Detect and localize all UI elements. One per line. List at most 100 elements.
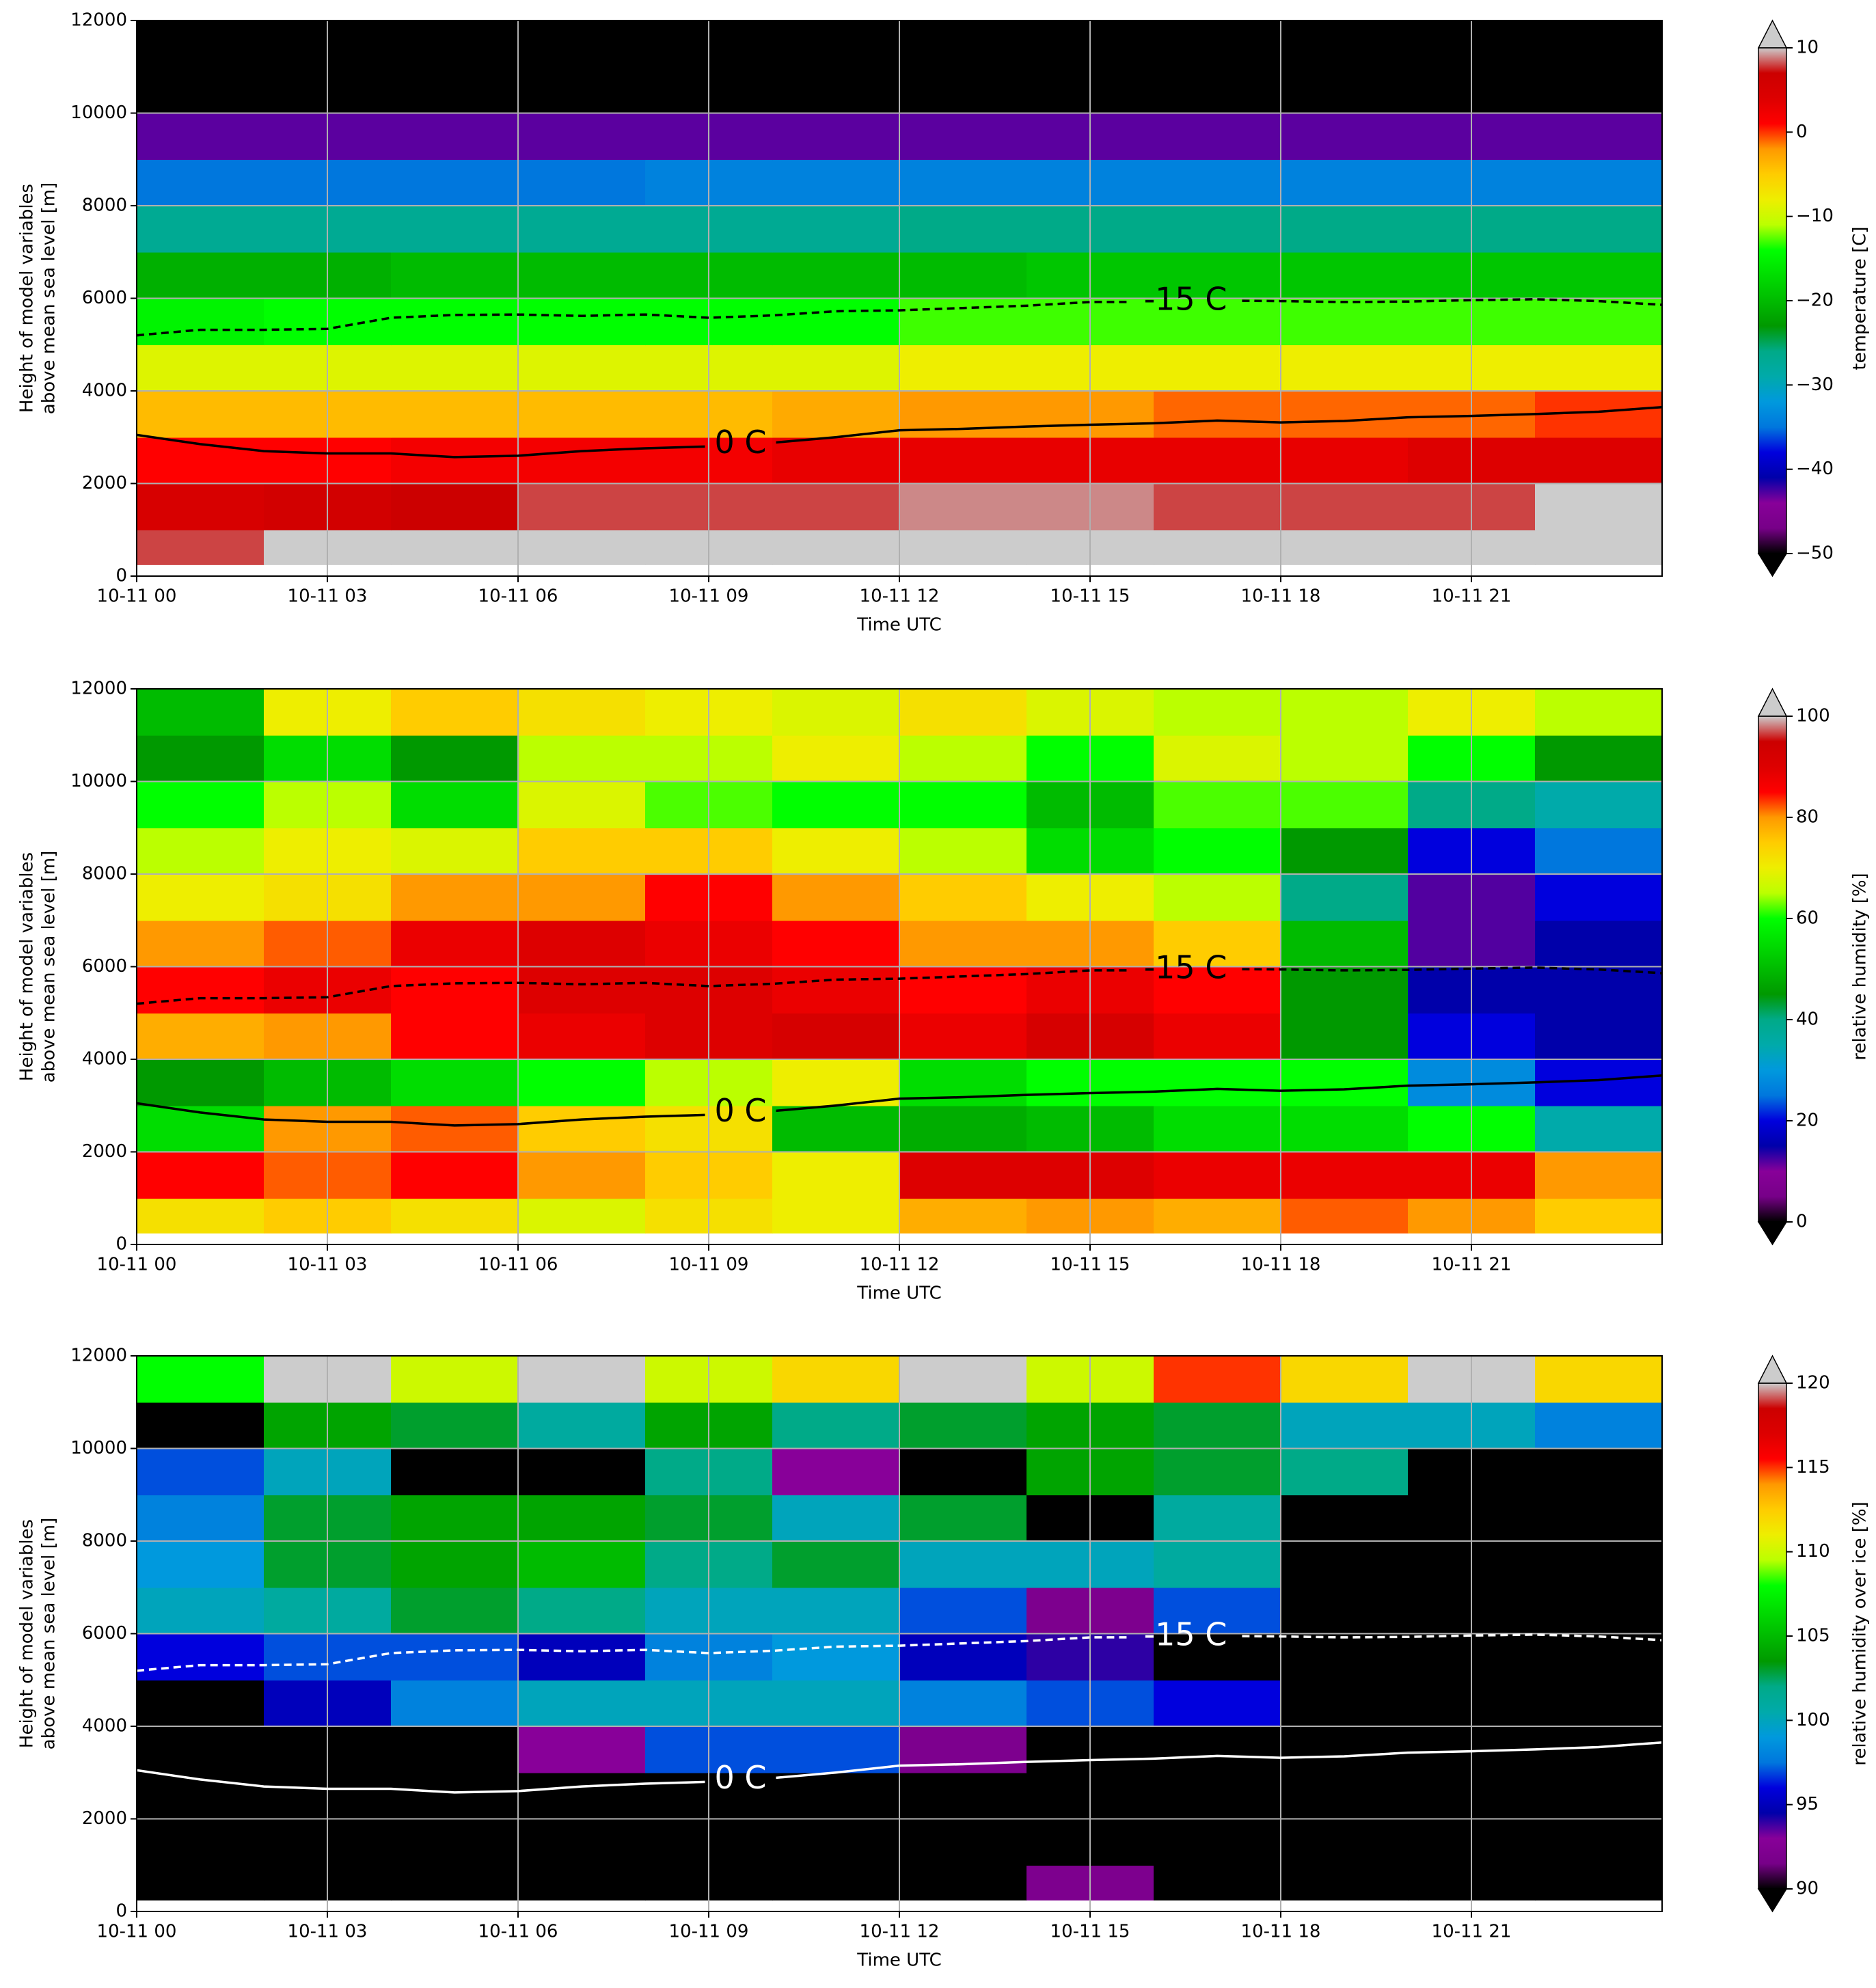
y-tick-label: 8000 [82, 195, 127, 216]
heatmap-cell [772, 66, 900, 114]
heatmap-cell [1154, 21, 1281, 68]
colorbar-tick-label: 95 [1796, 1794, 1819, 1814]
heatmap-cell [391, 828, 519, 875]
heatmap-cell [1535, 66, 1662, 114]
colorbar-tick-label: 40 [1796, 1009, 1819, 1030]
heatmap-cell [899, 1865, 1027, 1901]
heatmap-cell [518, 530, 646, 565]
colorbar-tick-label: 90 [1796, 1879, 1819, 1899]
heatmap-cell [1281, 344, 1409, 392]
heatmap-cell [391, 1541, 519, 1588]
colorbar-tick-label: 80 [1796, 807, 1819, 828]
heatmap-cell [391, 1402, 519, 1449]
contour-label: -15 C [1144, 280, 1227, 317]
x-tick-label: 10-11 12 [860, 1255, 940, 1275]
heatmap-cell [1535, 1495, 1662, 1542]
x-tick-label: 10-11 06 [478, 1922, 558, 1942]
heatmap-cell [772, 1633, 900, 1681]
colorbar-extend-max [1757, 687, 1788, 717]
heatmap-cell [518, 1633, 646, 1681]
contour-label: 0 C [714, 1759, 766, 1796]
heatmap-cell [1535, 689, 1662, 736]
heatmap-cell [1281, 1495, 1409, 1542]
heatmap-cell [1154, 1495, 1281, 1542]
heatmap-cell [391, 1105, 519, 1153]
heatmap-cell [1154, 66, 1281, 114]
heatmap-cell [899, 1448, 1027, 1496]
heatmap-cell [899, 530, 1027, 565]
heatmap-cell [518, 1865, 646, 1901]
heatmap-cell [518, 344, 646, 392]
heatmap-cell [1154, 874, 1281, 921]
heatmap-cell [1535, 735, 1662, 782]
y-tick-label: 4000 [82, 1716, 127, 1737]
heatmap-cell [518, 1198, 646, 1234]
heatmap-cell [1281, 298, 1409, 346]
heatmap-cell [1154, 1633, 1281, 1681]
heatmap-cell [772, 689, 900, 736]
x-tick-label: 10-11 06 [478, 1255, 558, 1275]
y-tick-label: 10000 [70, 771, 127, 791]
heatmap-cell [518, 159, 646, 206]
y-axis-label: Height of model variables [17, 1519, 38, 1748]
x-tick-label: 10-11 00 [97, 1922, 177, 1942]
heatmap-cell [137, 1633, 264, 1681]
colorbar-label: relative humidity over ice [%] [1850, 1501, 1871, 1765]
y-axis-label: above mean sea level [m] [39, 1518, 59, 1749]
heatmap-cell [137, 1013, 264, 1060]
heatmap-cell [772, 874, 900, 921]
heatmap-cell [899, 735, 1027, 782]
heatmap-cell [899, 113, 1027, 161]
heatmap-cell [1281, 1541, 1409, 1588]
y-tick-label: 8000 [82, 1531, 127, 1551]
heatmap-cell [391, 1152, 519, 1199]
heatmap-cell [899, 1105, 1027, 1153]
heatmap-cell [518, 391, 646, 438]
heatmap-cell [391, 1013, 519, 1060]
y-tick-label: 12000 [70, 1346, 127, 1366]
heatmap-cell [899, 1356, 1027, 1403]
heatmap-cell [1281, 1680, 1409, 1727]
heatmap-cell [899, 920, 1027, 968]
heatmap-cell [1154, 1105, 1281, 1153]
heatmap-cell [899, 781, 1027, 829]
y-tick-label: 6000 [82, 956, 127, 977]
plot-area: 0 C -15 C [137, 1356, 1662, 1911]
heatmap-cell [1281, 1726, 1409, 1773]
colorbar-tick-label: 100 [1796, 1710, 1830, 1730]
y-tick-label: 4000 [82, 381, 127, 401]
heatmap-cell [899, 1152, 1027, 1199]
heatmap-cell [772, 113, 900, 161]
heatmap-cell [1281, 1633, 1409, 1681]
colorbar-tick-label: 120 [1796, 1373, 1830, 1393]
contour-line [137, 298, 1662, 337]
x-tick-label: 10-11 12 [860, 586, 940, 607]
contour-label: 0 C [714, 1092, 766, 1129]
heatmap-cell [1281, 1198, 1409, 1234]
colorbar-tick-label: 0 [1796, 1212, 1808, 1232]
heatmap-cell [391, 344, 519, 392]
heatmap-cell [1281, 920, 1409, 968]
heatmap-cell [1281, 781, 1409, 829]
heatmap-cell [137, 1152, 264, 1199]
x-tick-label: 10-11 03 [288, 586, 368, 607]
heatmap-cell [518, 298, 646, 346]
x-tick-label: 10-11 15 [1050, 1922, 1130, 1942]
heatmap-cell [518, 874, 646, 921]
heatmap-cell [1154, 1013, 1281, 1060]
heatmap-cell [772, 1772, 900, 1820]
heatmap-cell [391, 113, 519, 161]
heatmap-cell [137, 1541, 264, 1588]
heatmap-cell [391, 920, 519, 968]
heatmap-cell [772, 1448, 900, 1496]
colorbar-tick-label: −30 [1796, 375, 1834, 395]
heatmap-cell [1281, 530, 1409, 565]
heatmap-cell [1535, 21, 1662, 68]
colorbar-label: temperature [C] [1850, 226, 1871, 370]
y-tick-label: 10000 [70, 1438, 127, 1458]
y-tick-label: 0 [115, 1234, 127, 1255]
heatmap-cell [772, 1059, 900, 1106]
heatmap-cell [1154, 735, 1281, 782]
heatmap-cell [899, 1587, 1027, 1635]
heatmap-cell [899, 344, 1027, 392]
